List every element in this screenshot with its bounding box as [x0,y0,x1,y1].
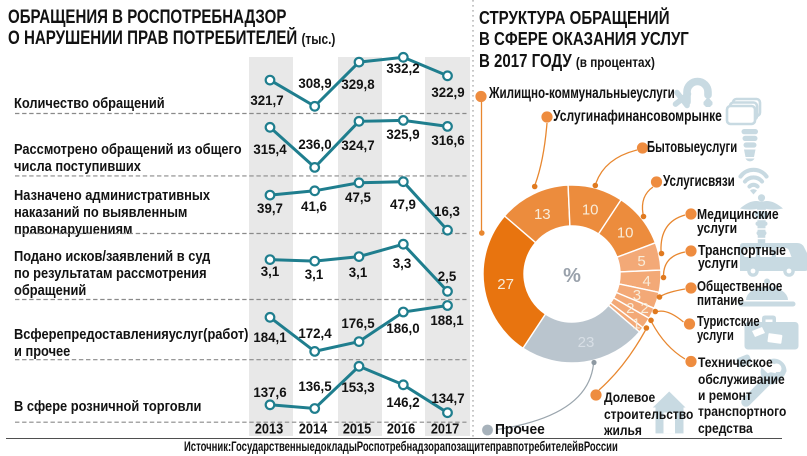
svg-text:27: 27 [497,276,514,293]
svg-text:%: % [563,265,581,287]
svg-text:1: 1 [632,316,640,333]
svg-text:5: 5 [637,253,645,270]
svg-text:2: 2 [641,300,649,317]
svg-text:2: 2 [626,300,634,317]
svg-text:4: 4 [643,273,651,290]
svg-text:3: 3 [633,287,641,304]
svg-text:10: 10 [617,225,634,242]
svg-text:10: 10 [582,202,599,219]
svg-text:23: 23 [578,334,595,351]
svg-text:13: 13 [534,206,551,223]
